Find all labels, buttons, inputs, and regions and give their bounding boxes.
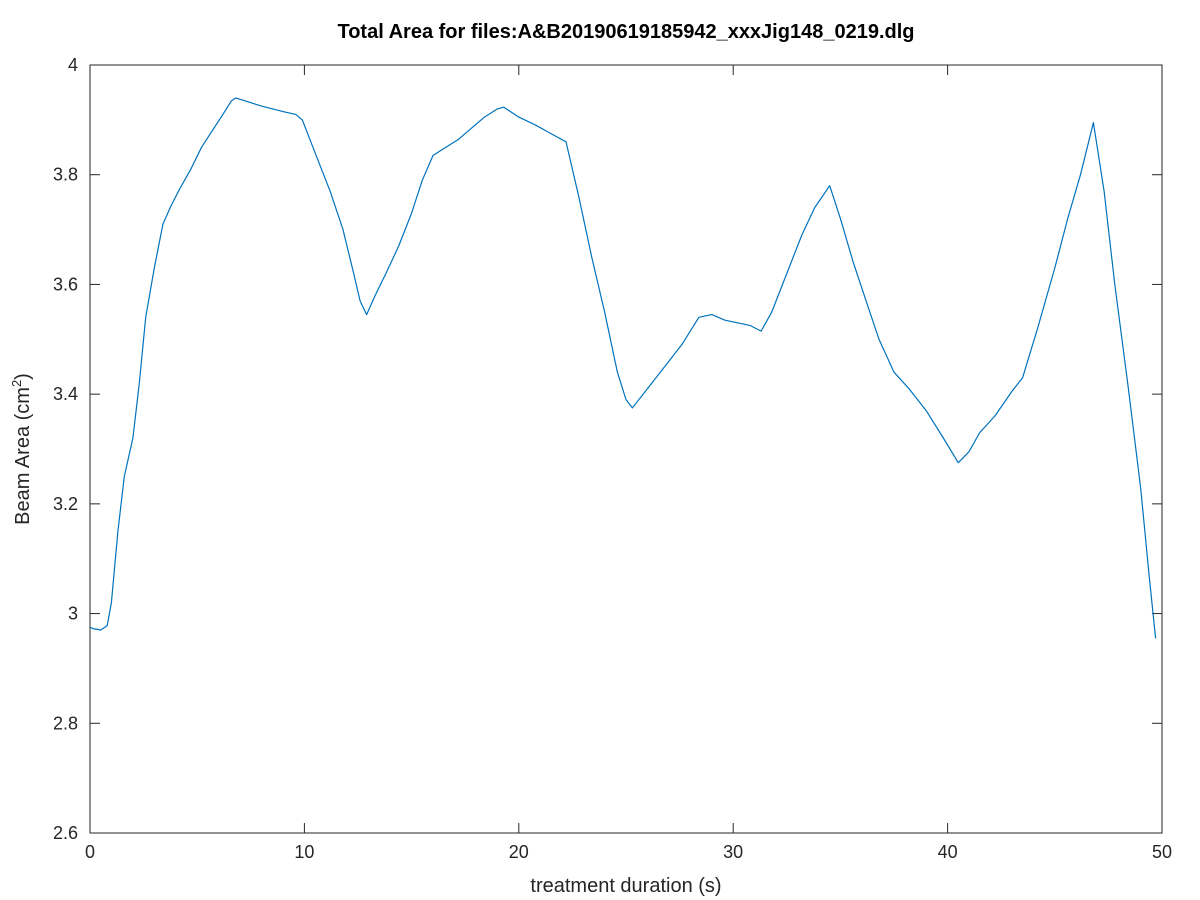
x-tick-label-4: 40 [938,842,958,862]
y-tick-label-0: 2.6 [53,823,78,843]
y-axis-label-main: Beam Area (cm [12,387,34,525]
y-axis-label: Beam Area (cm2) [9,373,34,525]
x-tick-label-2: 20 [509,842,529,862]
x-axis-label: treatment duration (s) [530,875,721,897]
tick-marks [89,64,1163,834]
tick-labels: 0 10 20 30 40 50 2.6 2.8 3 3.2 3.4 3.6 3.8 4 [53,55,1172,862]
series-layer [89,97,1157,639]
y-tick-label-4: 3.4 [53,384,78,404]
y-tick-label-2: 3 [68,604,78,624]
y-tick-label-3: 3.2 [53,494,78,514]
chart-title: Total Area for files:A&B20190619185942_x… [337,21,914,43]
y-tick-label-6: 3.8 [53,165,78,185]
x-tick-label-5: 50 [1152,842,1172,862]
y-axis-label-close: ) [12,373,34,380]
x-tick-label-1: 10 [294,842,314,862]
plot-area-frame [89,64,1163,834]
y-axis-label-superscript: 2 [9,380,24,387]
y-tick-label-1: 2.8 [53,713,78,733]
x-tick-label-3: 30 [723,842,743,862]
x-tick-label-0: 0 [85,842,95,862]
y-tick-label-5: 3.6 [53,274,78,294]
y-tick-label-7: 4 [68,55,78,75]
series-line-0 [89,97,1157,639]
